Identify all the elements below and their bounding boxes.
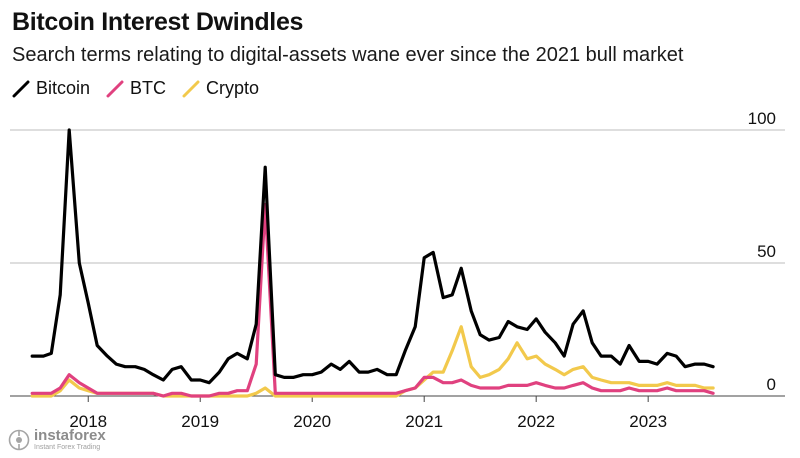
x-tick-label: 2018: [69, 412, 107, 431]
legend-item-btc: BTC: [106, 78, 166, 99]
x-tick-label: 2020: [293, 412, 331, 431]
x-tick-label: 2022: [517, 412, 555, 431]
y-tick-label: 50: [757, 242, 776, 261]
watermark-brand: instaforex: [34, 427, 106, 444]
y-tick-label: 0: [767, 375, 776, 394]
legend-label-btc: BTC: [130, 78, 167, 98]
series-line-btc: [30, 202, 715, 398]
chart-legend: Bitcoin BTC Crypto: [12, 78, 275, 99]
chart-title: Bitcoin Interest Dwindles: [12, 8, 304, 36]
chart-subtitle: Search terms relating to digital-assets …: [12, 44, 684, 66]
legend-label-bitcoin: Bitcoin: [36, 78, 91, 98]
x-tick-label: 2023: [629, 412, 667, 431]
legend-item-crypto: Crypto: [182, 78, 259, 99]
legend-swatch-crypto-icon: [182, 80, 200, 97]
legend-item-bitcoin: Bitcoin: [12, 78, 90, 99]
legend-swatch-bitcoin-icon: [12, 80, 30, 97]
series-line-crypto: [30, 325, 715, 398]
x-tick-label: 2019: [181, 412, 219, 431]
watermark-tagline: Instant Forex Trading: [34, 444, 101, 451]
x-tick-label: 2021: [405, 412, 443, 431]
watermark: instaforex Instant Forex Trading: [8, 428, 106, 451]
instaforex-logo-icon: [8, 429, 30, 450]
y-tick-label: 100: [748, 109, 776, 128]
series-line-bitcoin: [30, 128, 715, 385]
legend-label-crypto: Crypto: [206, 78, 260, 98]
legend-swatch-btc-icon: [106, 80, 124, 97]
